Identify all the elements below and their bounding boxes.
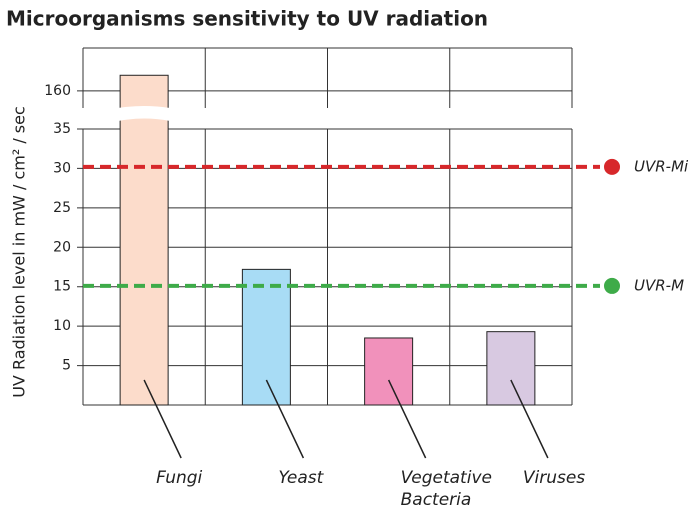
y-tick-label: 10: [53, 318, 71, 334]
bar: [119, 74, 169, 406]
axis-break: [118, 106, 171, 121]
category-label: Yeast: [278, 468, 324, 488]
leader-line: [265, 379, 305, 459]
reference-marker: [604, 277, 620, 294]
leader-line: [387, 379, 427, 459]
y-tick-label: 160: [44, 83, 71, 99]
category-label: Fungi: [156, 468, 203, 488]
leader-line: [510, 379, 549, 459]
y-tick-label: 25: [53, 200, 71, 216]
bar: [364, 337, 414, 406]
leader-line: [143, 379, 182, 459]
y-tick-label: 35: [53, 121, 71, 137]
y-tick-label: 15: [53, 279, 71, 295]
reference-label: UVR-Mi: [634, 157, 689, 175]
bar: [486, 331, 536, 406]
bar: [241, 268, 291, 406]
y-tick-label: 30: [53, 160, 71, 176]
chart-title: Microorganisms sensitivity to UV radiati…: [6, 7, 488, 31]
category-label: Viruses: [522, 468, 586, 488]
y-tick-label: 20: [53, 239, 71, 255]
y-axis-label: UV Radiation level in mW / cm² / sec: [10, 106, 29, 398]
y-tick-label: 5: [62, 358, 71, 374]
category-label: Vegetative Bacteria: [400, 468, 492, 510]
reference-marker: [604, 158, 620, 175]
reference-label: UVR-M: [634, 276, 684, 294]
